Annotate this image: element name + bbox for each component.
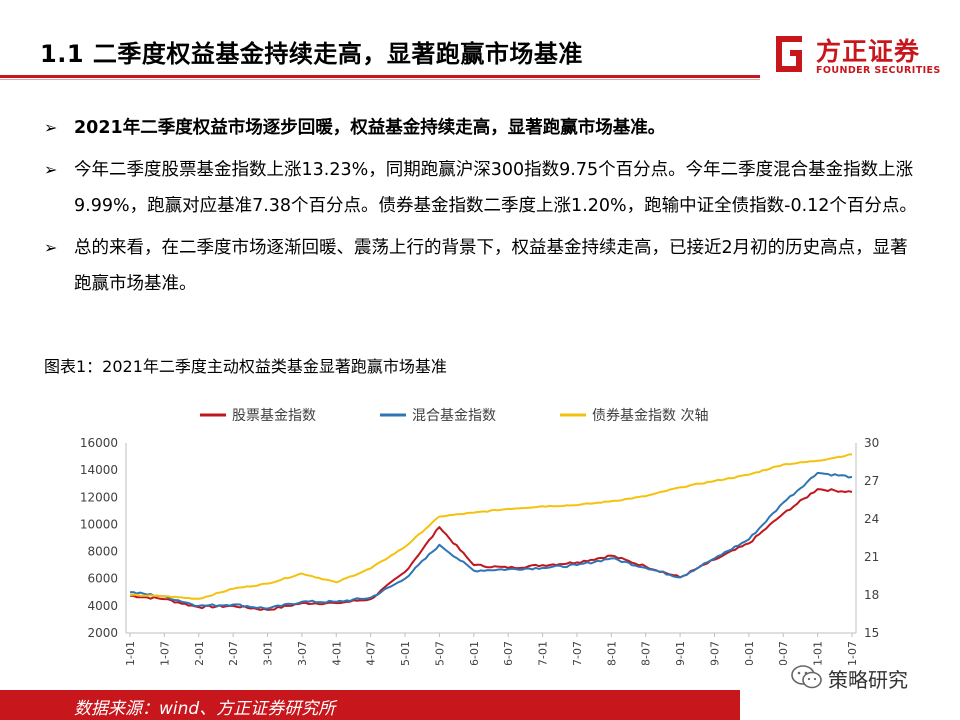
- x-tick-label: 21-07: [846, 641, 859, 665]
- y-tick-label-left: 4000: [87, 599, 118, 613]
- x-tick-label: 17-01: [537, 641, 550, 665]
- y-tick-label-right: 2100: [864, 550, 880, 564]
- series-line: [129, 453, 853, 600]
- x-tick-label: 13-01: [262, 641, 275, 665]
- x-tick-label: 21-01: [812, 641, 825, 665]
- x-tick-label: 20-07: [777, 641, 790, 665]
- y-tick-label-left: 16000: [80, 436, 118, 450]
- series-line: [129, 488, 853, 611]
- fund-index-line-chart: 股票基金指数 混合基金指数 债券基金指数 次轴 2000 4000 6000 8000 10…: [80, 407, 880, 665]
- x-tick-label: 12-07: [227, 641, 240, 665]
- arrow-bullet-icon: ➢: [44, 238, 58, 257]
- y-tick-label-left: 2000: [87, 626, 118, 640]
- bullet-item: ➢ 2021年二季度权益市场逐步回暖，权益基金持续走高，显著跑赢市场基准。: [44, 110, 924, 146]
- x-tick-label: 18-07: [640, 641, 653, 665]
- x-tick-label: 15-01: [399, 641, 412, 665]
- arrow-bullet-icon: ➢: [44, 160, 58, 179]
- bullet-item: ➢ 今年二季度股票基金指数上涨13.23%，同期跑赢沪深300指数9.75个百分…: [44, 152, 924, 224]
- x-tick-label: 16-07: [502, 641, 515, 665]
- title-divider: [0, 75, 760, 78]
- x-tick-label: 14-01: [330, 641, 343, 665]
- y-tick-label-right: 2700: [864, 474, 880, 488]
- founder-logo-icon: [776, 36, 802, 72]
- x-tick-label: 19-07: [708, 641, 721, 665]
- wechat-icon: [791, 665, 822, 689]
- y-tick-label-right: 3000: [864, 436, 880, 450]
- x-tick-label: 11-01: [124, 641, 137, 665]
- footer-bar: [0, 690, 740, 720]
- legend-label: 债券基金指数 次轴: [592, 407, 708, 424]
- legend-label: 混合基金指数: [412, 407, 496, 424]
- x-tick-label: 19-01: [674, 641, 687, 665]
- x-tick-label: 12-01: [193, 641, 206, 665]
- chart-legend: 股票基金指数 混合基金指数 债券基金指数 次轴: [200, 407, 708, 424]
- x-tick-label: 20-01: [743, 641, 756, 665]
- chart-axes: 2000 4000 6000 8000 10000 12000 14000 16000 1500…: [80, 436, 880, 665]
- legend-label: 股票基金指数: [232, 407, 316, 424]
- y-tick-label-right: 2400: [864, 512, 880, 526]
- title-divider-thin: [0, 79, 760, 80]
- series-line: [129, 471, 853, 610]
- y-tick-label-left: 12000: [80, 490, 118, 504]
- x-tick-label: 13-07: [296, 641, 309, 665]
- y-tick-label-right: 1800: [864, 588, 880, 602]
- x-tick-label: 11-07: [158, 641, 171, 665]
- chart-caption: 图表1：2021年二季度主动权益类基金显著跑赢市场基准: [44, 357, 447, 376]
- logo-text-cn: 方正证券: [816, 37, 921, 66]
- x-tick-label: 15-07: [433, 641, 446, 665]
- bullet-list: ➢ 2021年二季度权益市场逐步回暖，权益基金持续走高，显著跑赢市场基准。 ➢ …: [44, 110, 924, 308]
- y-tick-label-right: 1500: [864, 626, 880, 640]
- x-tick-label: 16-01: [468, 641, 481, 665]
- bullet-text: 2021年二季度权益市场逐步回暖，权益基金持续走高，显著跑赢市场基准。: [74, 118, 666, 138]
- bullet-text: 今年二季度股票基金指数上涨13.23%，同期跑赢沪深300指数9.75个百分点。…: [74, 160, 917, 216]
- chart-series: [129, 453, 853, 611]
- x-tick-label: 14-07: [365, 641, 378, 665]
- data-source-note: 数据来源：wind、方正证券研究所: [74, 699, 336, 719]
- page-title: 1.1 二季度权益基金持续走高，显著跑赢市场基准: [40, 40, 583, 68]
- logo-text-en: FOUNDER SECURITIES: [816, 65, 941, 76]
- founder-securities-logo: 方正证券 FOUNDER SECURITIES: [770, 30, 940, 82]
- bullet-text: 总的来看，在二季度市场逐渐回暖、震荡上行的背景下，权益基金持续走高，已接近2月初…: [74, 238, 908, 294]
- arrow-bullet-icon: ➢: [44, 118, 58, 137]
- y-tick-label-left: 6000: [87, 572, 118, 586]
- y-tick-label-left: 10000: [80, 517, 118, 531]
- x-tick-label: 18-01: [605, 641, 618, 665]
- x-tick-label: 17-07: [571, 641, 584, 665]
- y-tick-label-left: 8000: [87, 545, 118, 559]
- bullet-item: ➢ 总的来看，在二季度市场逐渐回暖、震荡上行的背景下，权益基金持续走高，已接近2…: [44, 230, 924, 302]
- watermark-text: 策略研究: [828, 668, 908, 692]
- y-tick-label-left: 14000: [80, 463, 118, 477]
